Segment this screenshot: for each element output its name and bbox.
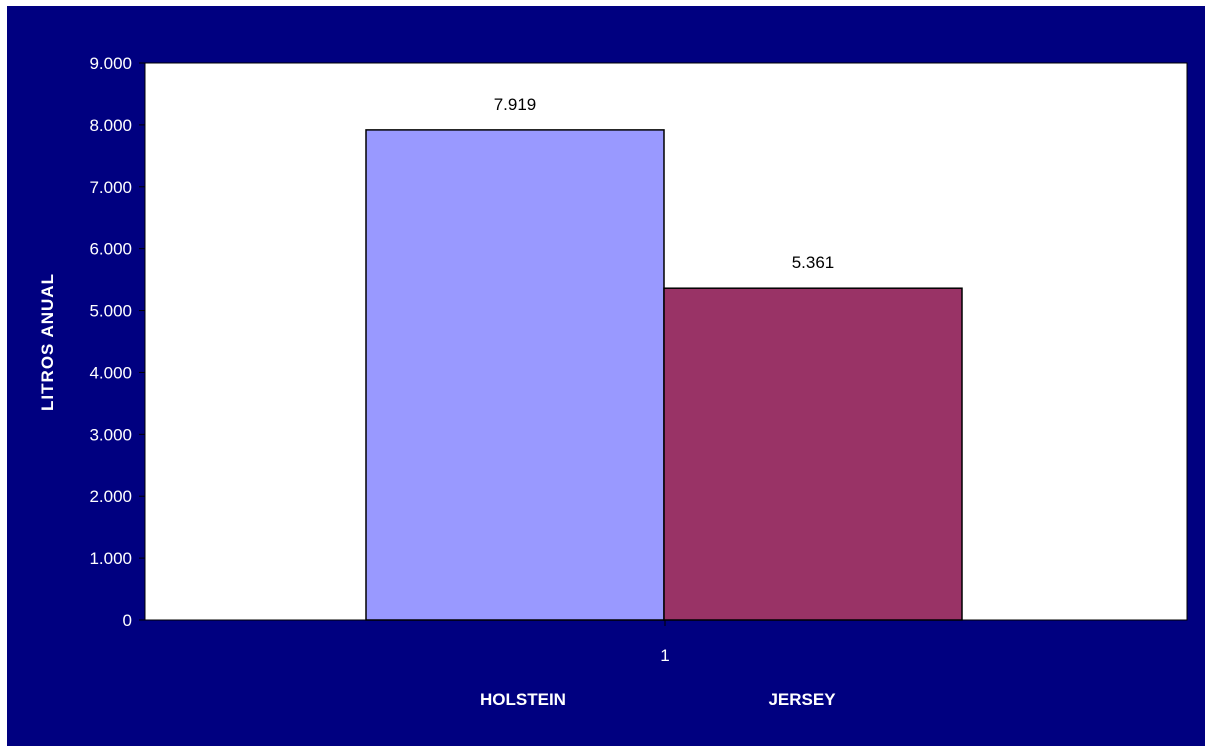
- y-tick-label: 9.000: [89, 54, 132, 73]
- data-labels: 7.919 5.361: [494, 95, 835, 272]
- bar-holstein: [365, 129, 665, 621]
- x-tick-label: 1: [660, 646, 669, 665]
- legend: HOLSTEIN JERSEY: [480, 690, 836, 709]
- bar-jersey: [663, 287, 963, 621]
- y-tick-label: 8.000: [89, 116, 132, 135]
- y-tick-label: 0: [123, 611, 132, 630]
- legend-item-jersey: JERSEY: [768, 690, 836, 709]
- data-label-jersey: 5.361: [792, 253, 835, 272]
- y-tick-label: 6.000: [89, 240, 132, 259]
- y-tick-label: 4.000: [89, 363, 132, 382]
- y-tick-label: 1.000: [89, 549, 132, 568]
- bars: [365, 129, 963, 621]
- y-tick-label: 2.000: [89, 487, 132, 506]
- y-axis-ticks: 0 1.000 2.000 3.000 4.000 5.000 6.000 7.000 8.00…: [89, 54, 666, 630]
- data-label-holstein: 7.919: [494, 95, 537, 114]
- y-axis-title: LITROS ANUAL: [38, 273, 57, 411]
- y-tick-label: 5.000: [89, 302, 132, 321]
- chart-area: 0 1.000 2.000 3.000 4.000 5.000 6.000 7.000 8.00…: [7, 6, 1205, 746]
- bar-chart: 0 1.000 2.000 3.000 4.000 5.000 6.000 7.000 8.00…: [38, 54, 1188, 709]
- y-tick-label: 3.000: [89, 425, 132, 444]
- y-tick-label: 7.000: [89, 178, 132, 197]
- legend-item-holstein: HOLSTEIN: [480, 690, 566, 709]
